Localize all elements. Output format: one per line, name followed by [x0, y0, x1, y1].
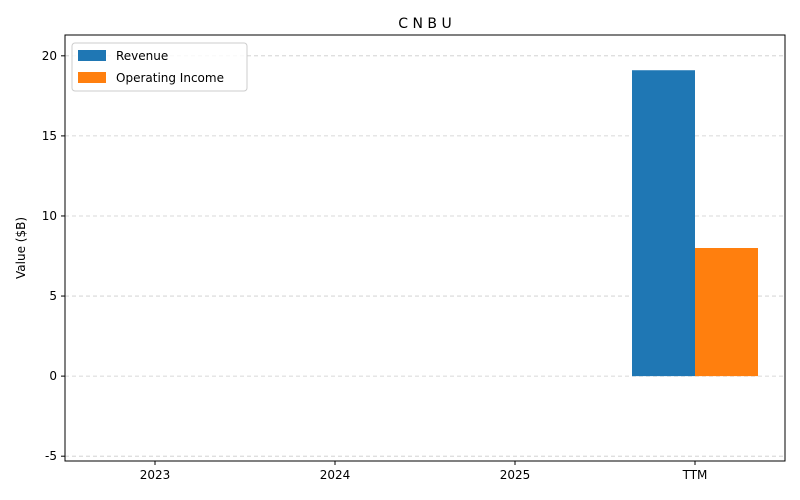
- legend-label: Operating Income: [116, 71, 224, 85]
- legend-label: Revenue: [116, 49, 168, 63]
- x-tick-label: 2024: [320, 468, 351, 482]
- plot-frame: [64, 34, 786, 462]
- x-tick-label: 2025: [500, 468, 531, 482]
- y-tick-label: -5: [45, 449, 57, 463]
- legend: Revenue Operating Income: [71, 42, 248, 92]
- y-tick-label: 15: [42, 129, 57, 143]
- y-tick-label: 5: [49, 289, 57, 303]
- bar-operating-income: [695, 248, 758, 377]
- y-tick-label: 0: [49, 369, 57, 383]
- chart-title: C N B U: [398, 16, 451, 32]
- y-tick-label: 20: [42, 49, 57, 63]
- x-tick-label: 2023: [140, 468, 171, 482]
- y-axis: -5 0 5 10 15 20: [42, 49, 65, 463]
- x-tick-label: TTM: [682, 468, 708, 482]
- bar-revenue: [632, 70, 695, 377]
- legend-swatch: [78, 72, 106, 83]
- legend-swatch: [78, 50, 106, 61]
- x-axis: 2023 2024 2025 TTM: [140, 461, 708, 482]
- legend-box: [71, 42, 248, 92]
- y-axis-label: Value ($B): [14, 217, 28, 279]
- y-tick-label: 10: [42, 209, 57, 223]
- bars: [632, 70, 758, 377]
